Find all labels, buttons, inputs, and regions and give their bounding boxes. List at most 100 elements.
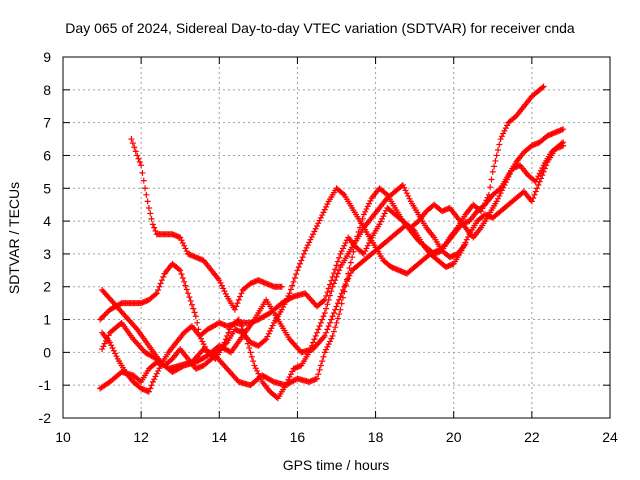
data-point [363,206,370,213]
data-point [156,283,163,290]
data-point [182,282,189,289]
data-point [511,114,518,121]
data-point [109,344,116,351]
x-tick-label: 18 [368,429,384,445]
data-point [238,290,245,297]
data-point [329,332,336,339]
data-point [347,270,354,277]
data-point [312,332,319,339]
data-point [537,175,544,182]
data-point [493,198,500,205]
data-point [494,195,501,202]
data-point [498,187,505,194]
data-point [497,190,504,197]
data-point [183,286,190,293]
data-point [506,171,513,178]
y-tick-label: 9 [43,49,51,65]
data-point [226,348,233,355]
data-point [300,250,307,257]
y-tick-label: 6 [43,147,51,163]
data-point [342,239,349,246]
data-point [532,188,539,195]
data-point [405,192,412,199]
data-point [198,335,205,342]
data-point [177,234,184,241]
series-4 [99,181,469,402]
data-point [379,215,386,222]
data-point [494,146,501,153]
data-point [179,239,186,246]
data-point [311,336,318,343]
x-tick-label: 10 [55,429,71,445]
data-point [299,254,306,261]
data-point [338,248,345,255]
data-point [492,157,499,164]
data-point [235,296,242,303]
y-tick-label: 4 [43,213,51,229]
data-point [325,285,332,292]
data-point [290,278,297,285]
data-point [502,125,509,132]
data-point [358,220,365,227]
data-point [218,282,225,289]
data-point [191,309,198,316]
data-point [152,227,159,234]
data-point [246,344,253,351]
data-point [323,329,330,336]
data-point [536,178,543,185]
data-point [147,210,154,217]
data-point [268,325,275,332]
data-point [354,233,361,240]
series-3 [97,126,567,392]
data-point [102,337,109,344]
data-point [183,248,190,255]
data-point [497,136,504,143]
data-point [342,280,349,287]
data-point [244,340,251,347]
data-point [496,186,503,193]
data-point [263,336,270,343]
data-point [136,159,143,166]
data-point [267,328,274,335]
data-point [217,279,224,286]
data-point [179,363,186,370]
data-point [346,272,353,279]
x-tick-label: 20 [446,429,462,445]
data-point [340,245,347,252]
data-point [345,275,352,282]
data-point [284,295,291,302]
data-point [313,223,320,230]
data-point [295,264,302,271]
data-point [269,378,276,385]
data-point [350,248,357,255]
data-point [359,215,366,222]
data-point [328,335,335,342]
data-point [148,382,155,389]
data-point [363,245,370,252]
data-point [185,290,192,297]
data-point [500,184,507,191]
data-point [530,195,537,202]
data-point [355,229,362,236]
data-point [234,300,241,307]
data-point [501,127,508,134]
data-point [367,197,374,204]
data-point [235,316,242,323]
x-tick-label: 14 [211,429,227,445]
data-point [316,366,323,373]
data-point [332,277,339,284]
data-point [325,341,332,348]
data-point [104,309,111,316]
data-point [233,303,240,310]
data-point [248,353,255,360]
data-point [129,140,136,147]
data-point [340,190,347,197]
data-point [340,294,347,301]
data-point [504,176,511,183]
data-point [319,358,326,365]
data-point [194,319,201,326]
data-point [508,168,515,175]
data-point [319,316,326,323]
data-point [333,262,340,269]
data-point [221,288,228,295]
